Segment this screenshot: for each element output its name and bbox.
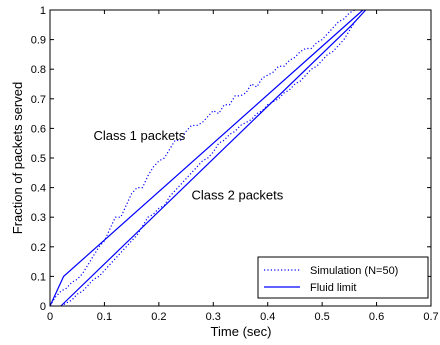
axis-ticks: 0 0.1 0.2 0.3 0.4 0.5 0.6 0.7 0 0.1 0.2 0.3 0.4 0.5 0.…: [31, 5, 439, 323]
x-tick-label: 0: [47, 311, 53, 323]
y-tick-label: 0.1: [31, 271, 46, 283]
legend-label-fluid-limit: Fluid limit: [310, 282, 356, 294]
legend: Simulation (N=50) Fluid limit: [257, 256, 429, 299]
x-tick-label: 0.1: [97, 311, 112, 323]
legend-box: [257, 256, 429, 299]
y-tick-label: 0.3: [31, 212, 46, 224]
y-tick-label: 0.4: [31, 183, 46, 195]
x-tick-label: 0.2: [151, 311, 166, 323]
series-fluid-limit-0: [49, 9, 364, 307]
series-fluid-limit-1: [60, 9, 367, 307]
x-tick-label: 0.6: [369, 311, 384, 323]
y-tick-label: 0.8: [31, 64, 46, 76]
legend-label-simulation: Simulation (N=50): [310, 265, 398, 277]
y-tick-label: 0.6: [31, 123, 46, 135]
y-tick-label: 0.9: [31, 35, 46, 47]
y-tick-label: 0.7: [31, 94, 46, 106]
annotation-class-1: Class 1 packets: [94, 128, 186, 143]
x-tick-label: 0.5: [314, 311, 329, 323]
y-tick-label: 0: [40, 301, 46, 313]
y-axis-title: Fraction of packets served: [10, 82, 25, 234]
x-tick-label: 0.4: [260, 311, 275, 323]
annotation-class-2: Class 2 packets: [192, 187, 284, 202]
y-tick-label: 1: [40, 5, 46, 17]
series-simulation-3: [60, 21, 356, 307]
plot-series: [49, 9, 367, 307]
x-tick-label: 0.3: [206, 311, 221, 323]
y-tick-label: 0.5: [31, 153, 46, 165]
x-axis-title: Time (sec): [211, 324, 272, 339]
y-tick-label: 0.2: [31, 242, 46, 254]
x-tick-label: 0.7: [423, 311, 438, 323]
